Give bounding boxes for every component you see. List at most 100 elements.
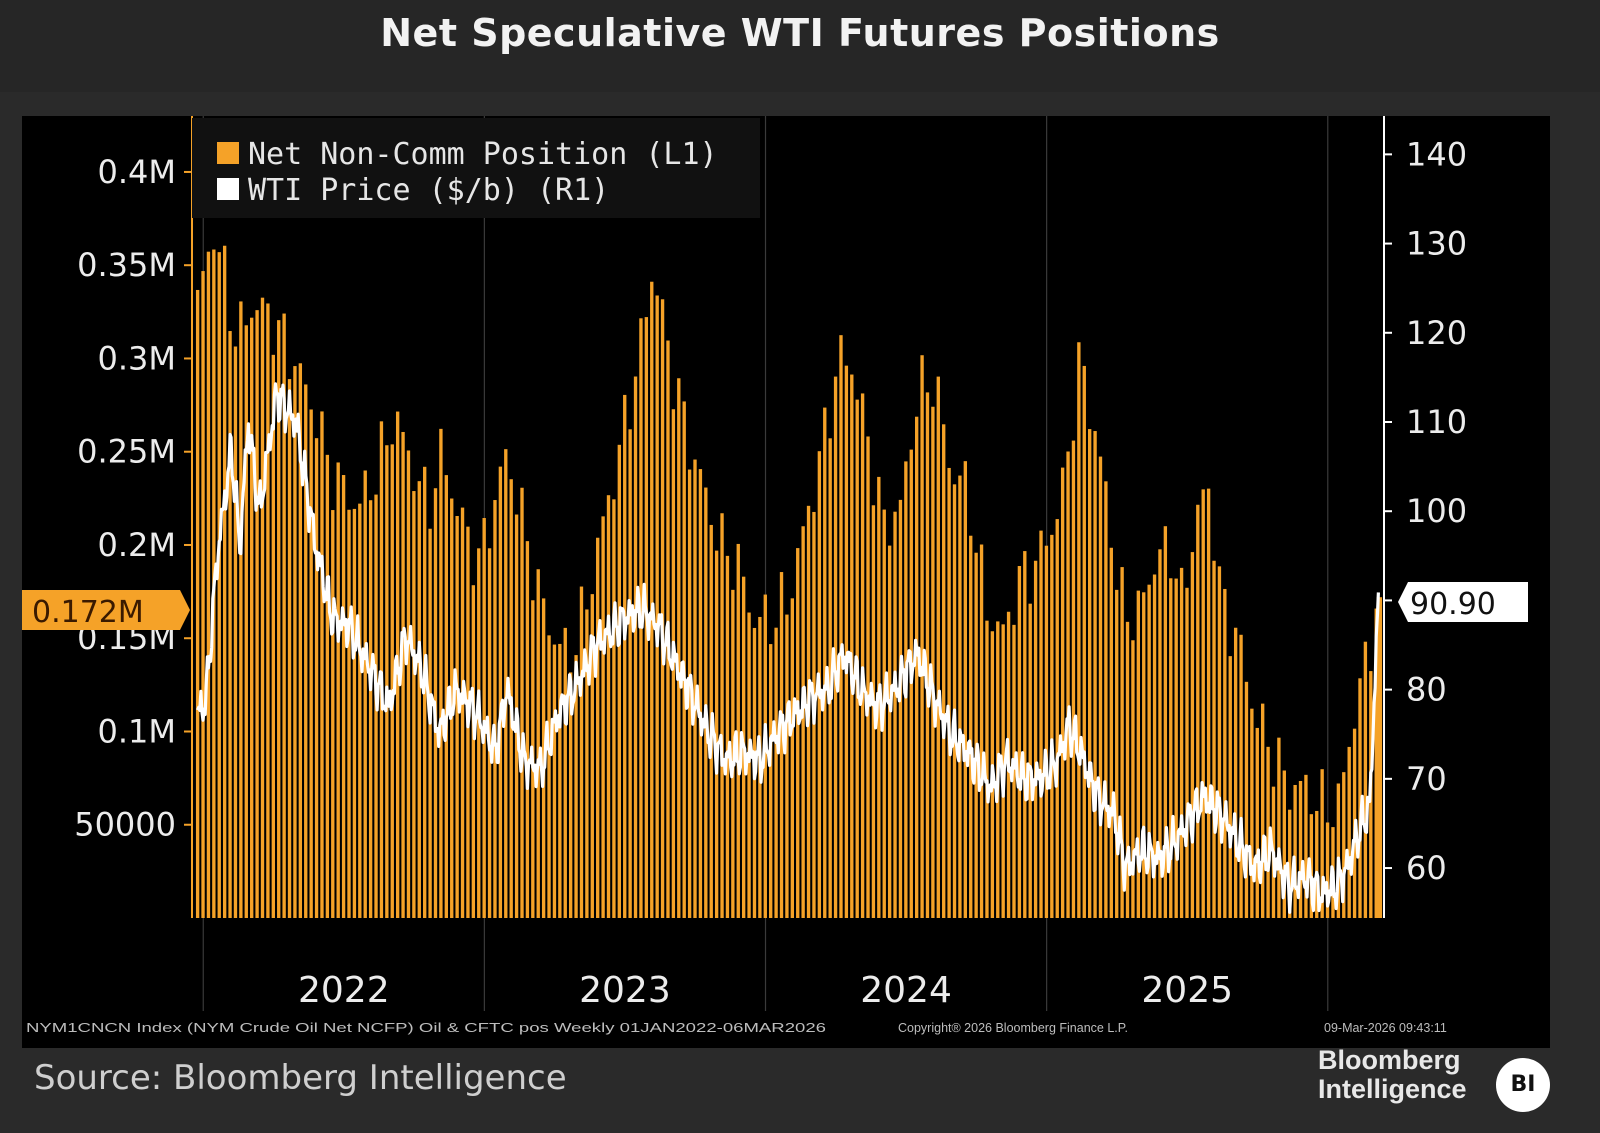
bar	[1033, 560, 1038, 918]
bar	[1060, 467, 1065, 918]
bar	[1239, 634, 1243, 918]
bar	[650, 281, 654, 918]
right-tick-label: 60	[1406, 849, 1447, 887]
bar	[1196, 504, 1200, 918]
x-year-label: 2024	[860, 970, 952, 1011]
bar	[368, 500, 373, 918]
bar	[947, 467, 951, 918]
bar	[801, 526, 805, 918]
bar	[866, 436, 870, 918]
bar	[401, 431, 405, 918]
bar	[914, 416, 919, 918]
bar	[271, 354, 275, 918]
bar	[1320, 769, 1324, 918]
bar	[536, 569, 540, 918]
bar	[558, 643, 562, 918]
bar	[250, 317, 254, 918]
bar	[1185, 587, 1189, 918]
bar	[1066, 451, 1070, 918]
bar	[336, 462, 340, 918]
bar	[325, 454, 330, 918]
bar	[1044, 545, 1049, 918]
bar	[1152, 574, 1157, 918]
bar	[1109, 547, 1113, 918]
bar	[1179, 567, 1184, 918]
bar	[1028, 603, 1032, 918]
bar	[585, 609, 589, 918]
bar	[444, 475, 448, 918]
bar	[655, 295, 659, 918]
left-tick-label: 0.1M	[98, 712, 177, 750]
bar	[942, 424, 946, 918]
bar	[1212, 560, 1216, 918]
bar	[1233, 627, 1238, 918]
bar	[1363, 641, 1368, 918]
bar	[596, 537, 600, 918]
bar	[850, 374, 854, 918]
right-tick-label: 110	[1406, 403, 1467, 441]
bar	[1115, 589, 1119, 918]
left-tick-label: 0.35M	[77, 246, 176, 284]
bar	[887, 545, 892, 918]
index-note: NYM1CNCN Index (NYM Crude Oil Net NCFP) …	[26, 1021, 826, 1035]
bar	[1142, 592, 1146, 918]
bar	[390, 444, 394, 918]
bar	[617, 444, 621, 918]
right-tick-label: 80	[1406, 671, 1447, 709]
bar	[612, 499, 616, 918]
bar	[590, 594, 594, 918]
bar	[677, 378, 681, 918]
bar	[195, 289, 200, 918]
bar	[547, 635, 551, 918]
bar	[293, 366, 297, 919]
x-year-label: 2022	[298, 970, 390, 1011]
bar	[255, 310, 259, 919]
bar	[314, 438, 319, 918]
price-line	[196, 382, 1380, 914]
left-tick-label: 0.2M	[98, 526, 177, 564]
bar	[341, 475, 346, 918]
legend-background	[192, 118, 760, 218]
bar	[260, 297, 265, 918]
bar	[860, 393, 865, 918]
bar	[471, 585, 476, 918]
left-last-value-label: 0.172M	[32, 595, 144, 630]
bar	[779, 572, 784, 918]
bar	[1217, 566, 1222, 918]
bar	[796, 548, 800, 918]
bar	[1282, 770, 1286, 918]
bar	[1347, 746, 1351, 918]
bar	[493, 500, 497, 918]
bar	[579, 586, 584, 918]
chart-title: Net Speculative WTI Futures Positions	[380, 11, 1220, 55]
bar	[298, 363, 303, 918]
bar	[1050, 534, 1054, 918]
bar	[1104, 481, 1108, 918]
bar	[1288, 809, 1292, 918]
chart-header: Net Speculative WTI Futures Positions	[0, 0, 1600, 92]
chart-svg: 500000.1M0.15M0.2M0.25M0.3M0.35M0.4M6070…	[22, 116, 1528, 1035]
bar	[574, 655, 578, 918]
legend-label-price: WTI Price ($/b) (R1)	[248, 173, 609, 208]
bar	[693, 459, 697, 918]
bar	[1131, 640, 1135, 918]
chart-panel: 50000 0.1M 0.15M 0.2M 0.25M 0.3M 0.35M 0.4M 60 70…	[22, 116, 1550, 1048]
bar	[747, 612, 751, 918]
bar	[352, 508, 357, 918]
bar	[228, 331, 232, 918]
bar	[525, 541, 530, 918]
bar	[828, 438, 832, 918]
bar	[363, 470, 367, 918]
copyright-note: Copyright® 2026 Bloomberg Finance L.P.	[898, 1021, 1128, 1035]
brand-wordmark: Bloomberg Intelligence	[1318, 1046, 1518, 1104]
bar	[244, 325, 248, 919]
bar	[985, 620, 989, 918]
bar	[266, 303, 270, 918]
right-last-value-label: 90.90	[1410, 587, 1496, 622]
bar	[1136, 590, 1141, 918]
bar	[898, 499, 903, 918]
bar	[925, 392, 930, 918]
bar	[504, 449, 508, 918]
bar	[347, 509, 351, 918]
bar	[979, 544, 984, 918]
